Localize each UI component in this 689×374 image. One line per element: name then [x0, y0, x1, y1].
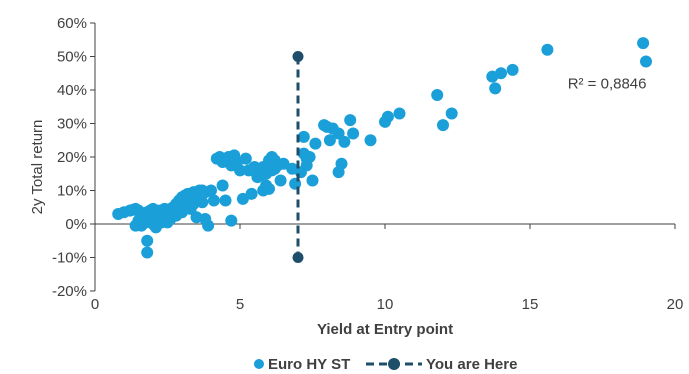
data-point: [141, 234, 154, 247]
data-point: [323, 134, 336, 147]
data-point: [248, 161, 261, 174]
y-tick-label: 30%: [57, 116, 87, 133]
y-tick-label: 10%: [57, 183, 87, 200]
data-point: [303, 151, 316, 163]
data-point: [309, 137, 322, 150]
data-point: [239, 152, 252, 165]
data-point: [225, 214, 238, 227]
data-point: [381, 110, 394, 123]
data-point: [236, 192, 249, 205]
x-tick-labels: 0 5 10 15 20: [91, 224, 684, 313]
scatter-points: [112, 37, 652, 259]
y-tick-label: 0%: [65, 216, 87, 233]
data-point: [640, 55, 652, 68]
data-point: [364, 134, 377, 147]
data-point: [297, 130, 310, 143]
you-are-here-line: [292, 51, 304, 263]
x-tick-label: 10: [377, 296, 394, 313]
x-tick-label: 20: [667, 296, 684, 313]
r-squared-annotation: R² = 0,8846: [568, 75, 647, 92]
data-point: [234, 164, 246, 177]
data-point: [506, 63, 519, 76]
y-axis-title: 2y Total return: [29, 120, 46, 215]
data-point: [445, 107, 458, 120]
y-tick-label: -20%: [52, 283, 87, 300]
you-are-here-endpoint: [292, 51, 304, 62]
data-point: [205, 184, 217, 197]
y-tick-label: -10%: [52, 250, 87, 267]
y-tick-label: 40%: [57, 82, 87, 99]
legend-marker-euro-hy-st: [254, 359, 264, 369]
data-point: [216, 179, 229, 192]
data-point: [489, 82, 502, 95]
you-are-here-endpoint: [292, 252, 304, 263]
y-tick-label: 50%: [57, 49, 87, 66]
legend: Euro HY ST You are Here: [254, 356, 517, 373]
data-point: [541, 43, 554, 56]
legend-label-you-are-here: You are Here: [426, 356, 517, 373]
data-point: [495, 67, 507, 80]
x-tick-label: 0: [91, 296, 99, 313]
data-point: [335, 157, 348, 170]
data-point: [393, 107, 406, 120]
data-point: [306, 174, 319, 187]
data-point: [219, 194, 232, 207]
y-tick-labels: -20% -10% 0% 10% 20% 30% 40% 50% 60%: [52, 15, 95, 300]
data-point: [338, 135, 351, 148]
data-point: [277, 157, 290, 170]
data-point: [196, 196, 209, 209]
data-point: [141, 246, 154, 259]
x-tick-label: 15: [522, 296, 539, 313]
data-point: [437, 119, 449, 132]
data-point: [245, 187, 258, 200]
data-point: [202, 219, 215, 232]
data-point: [274, 174, 287, 187]
legend-label-euro-hy-st: Euro HY ST: [268, 356, 350, 373]
data-point: [347, 127, 360, 140]
data-point: [263, 182, 275, 195]
y-tick-label: 20%: [57, 149, 87, 166]
y-tick-label: 60%: [57, 15, 87, 32]
data-point: [207, 194, 220, 207]
x-tick-label: 5: [236, 296, 244, 313]
legend-marker-you-are-here-dot: [388, 358, 400, 370]
data-point: [344, 114, 357, 127]
data-point: [332, 127, 345, 140]
data-point: [637, 37, 650, 50]
data-point: [431, 89, 444, 102]
x-axis-title: Yield at Entry point: [317, 321, 453, 338]
